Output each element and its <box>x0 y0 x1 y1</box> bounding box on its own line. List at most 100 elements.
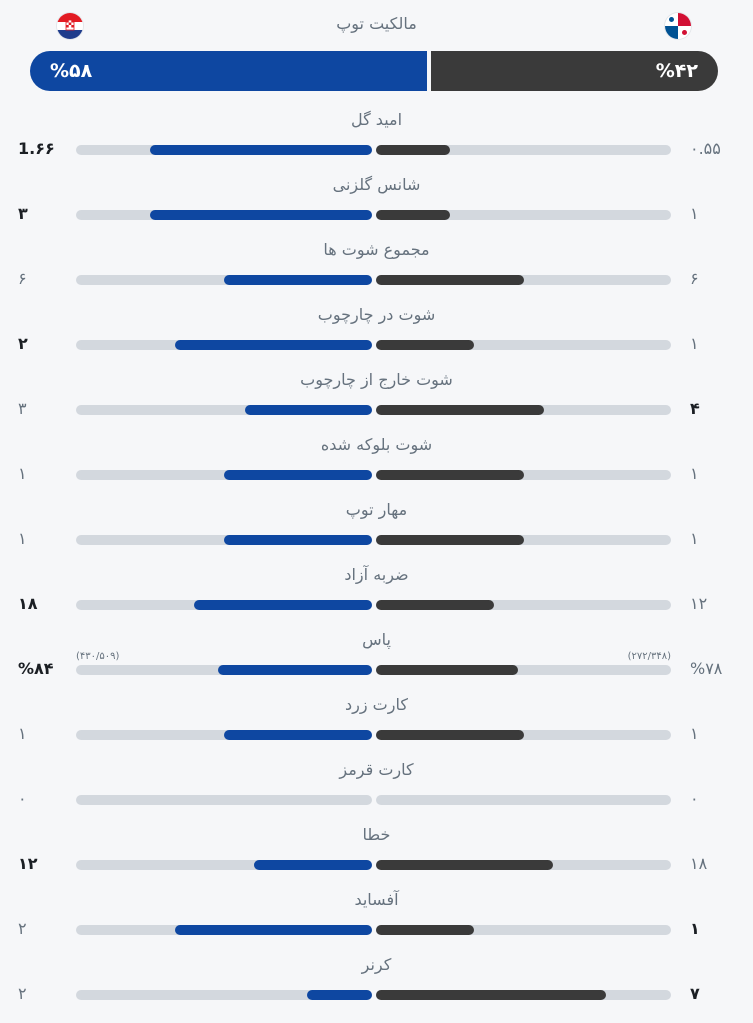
stat-row: شانس گلزنی ۳ ۱ <box>0 175 753 235</box>
stat-label: خطا <box>362 825 391 844</box>
stat-row: شوت بلوکه شده ۱ ۱ <box>0 435 753 495</box>
possession-left-segment: %۵۸ <box>30 51 427 91</box>
possession-right-segment: %۴۲ <box>431 51 718 91</box>
croatia-flag-icon <box>57 13 83 39</box>
stat-left-bar <box>76 665 372 675</box>
stat-label: کارت زرد <box>345 695 408 714</box>
stat-left-bar <box>76 275 372 285</box>
stat-left-bar-fill <box>194 600 372 610</box>
stat-left-bar-fill <box>254 860 372 870</box>
stat-label: پاس <box>362 630 391 649</box>
stat-right-value: ۴ <box>690 399 700 418</box>
stat-right-value: ۰ <box>690 789 699 808</box>
stat-label: مهار توپ <box>345 500 408 519</box>
stat-left-bar-fill <box>175 925 372 935</box>
stat-left-bar <box>76 730 372 740</box>
stat-right-bar-fill <box>376 860 553 870</box>
possession-divider <box>427 51 431 91</box>
stat-label: شانس گلزنی <box>332 175 421 194</box>
stat-left-bar <box>76 535 372 545</box>
stat-left-value: ۲ <box>18 334 28 353</box>
stat-right-bar <box>376 210 671 220</box>
stat-left-value: ۰ <box>18 789 27 808</box>
stat-left-bar <box>76 925 372 935</box>
stat-right-bar-fill <box>376 990 606 1000</box>
stat-left-bar-fill <box>224 470 372 480</box>
stat-label: شوت بلوکه شده <box>320 435 433 454</box>
stat-left-bar-fill <box>175 340 372 350</box>
stat-right-bar-fill <box>376 210 450 220</box>
stat-right-bar-fill <box>376 925 474 935</box>
stat-right-value: ۶ <box>690 269 699 288</box>
stat-label: شوت در چارچوب <box>317 305 436 324</box>
stat-left-value: ۱ <box>18 724 27 743</box>
stat-row: مهار توپ ۱ ۱ <box>0 500 753 560</box>
stat-left-value: ۶ <box>18 269 27 288</box>
possession-title: مالکیت توپ <box>336 14 417 33</box>
stat-left-bar-fill <box>307 990 372 1000</box>
stat-row: خطا ۱۲ ۱۸ <box>0 825 753 885</box>
stat-label: ضربه آزاد <box>344 565 409 584</box>
stat-right-bar <box>376 600 671 610</box>
stat-right-value: ۱ <box>690 464 699 483</box>
stat-row: شوت در چارچوب ۲ ۱ <box>0 305 753 365</box>
stat-right-bar <box>376 275 671 285</box>
stat-row: کارت قرمز ۰ ۰ <box>0 760 753 820</box>
stat-right-bar-fill <box>376 730 524 740</box>
stat-left-bar-fill <box>150 210 372 220</box>
stat-left-value: ۱۸ <box>18 594 38 613</box>
stat-left-value: ۳ <box>18 399 27 418</box>
stat-left-bar-fill <box>224 730 372 740</box>
stat-label: امید گل <box>350 110 403 129</box>
stat-right-value: ۱ <box>690 919 700 938</box>
stat-right-bar-fill <box>376 145 450 155</box>
possession-section: مالکیت توپ %۵۸ %۴۲ <box>0 0 753 100</box>
stat-right-bar <box>376 470 671 480</box>
stat-row: پاس %۸۴ %۷۸ (۴۳۰/۵۰۹) (۲۷۲/۳۴۸) <box>0 630 753 690</box>
stat-right-bar <box>376 535 671 545</box>
stat-left-bar <box>76 600 372 610</box>
stat-right-bar-fill <box>376 535 524 545</box>
stat-row: آفساید ۲ ۱ <box>0 890 753 950</box>
stat-right-value: ۱ <box>690 724 699 743</box>
possession-left-value: %۵۸ <box>50 60 93 82</box>
stat-right-value: ۰.۵۵ <box>690 139 721 158</box>
stat-left-bar <box>76 860 372 870</box>
stat-label: کرنر <box>361 955 392 974</box>
stat-left-value: ۱۲ <box>18 854 38 873</box>
stat-left-bar-fill <box>245 405 372 415</box>
stat-row: مجموع شوت ها ۶ ۶ <box>0 240 753 300</box>
stat-right-bar <box>376 730 671 740</box>
stat-right-bar <box>376 145 671 155</box>
stat-row: کرنر ۲ ۷ <box>0 955 753 1015</box>
stat-right-value: ۷ <box>690 984 700 1003</box>
stat-label: کارت قرمز <box>339 760 414 779</box>
stat-right-bar-fill <box>376 405 544 415</box>
stat-right-value: ۱۲ <box>690 594 708 613</box>
possession-right-value: %۴۲ <box>655 60 698 82</box>
stat-left-value: ۱ <box>18 529 27 548</box>
stat-left-bar <box>76 210 372 220</box>
stat-right-bar <box>376 340 671 350</box>
stat-left-value: 1.۶۶ <box>18 139 55 158</box>
stat-label: آفساید <box>354 890 399 909</box>
stat-right-bar <box>376 925 671 935</box>
stat-label: شوت خارج از چارچوب <box>300 370 453 389</box>
stat-row: کارت زرد ۱ ۱ <box>0 695 753 755</box>
stat-left-value: ۲ <box>18 919 27 938</box>
stat-right-bar-fill <box>376 275 524 285</box>
stat-left-value: ۲ <box>18 984 27 1003</box>
stat-row: شوت خارج از چارچوب ۳ ۴ <box>0 370 753 430</box>
stat-left-bar <box>76 340 372 350</box>
stat-right-bar <box>376 665 671 675</box>
stat-right-value: ۱ <box>690 529 699 548</box>
stat-right-value: ۱۸ <box>690 854 708 873</box>
stat-right-value: %۷۸ <box>690 659 723 678</box>
possession-bar: %۵۸ %۴۲ <box>30 51 718 91</box>
stat-left-bar <box>76 145 372 155</box>
stat-left-bar <box>76 405 372 415</box>
stat-left-bar-fill <box>218 665 372 675</box>
stat-right-bar-fill <box>376 600 494 610</box>
stat-left-bar-fill <box>224 535 372 545</box>
stat-row: ضربه آزاد ۱۸ ۱۲ <box>0 565 753 625</box>
